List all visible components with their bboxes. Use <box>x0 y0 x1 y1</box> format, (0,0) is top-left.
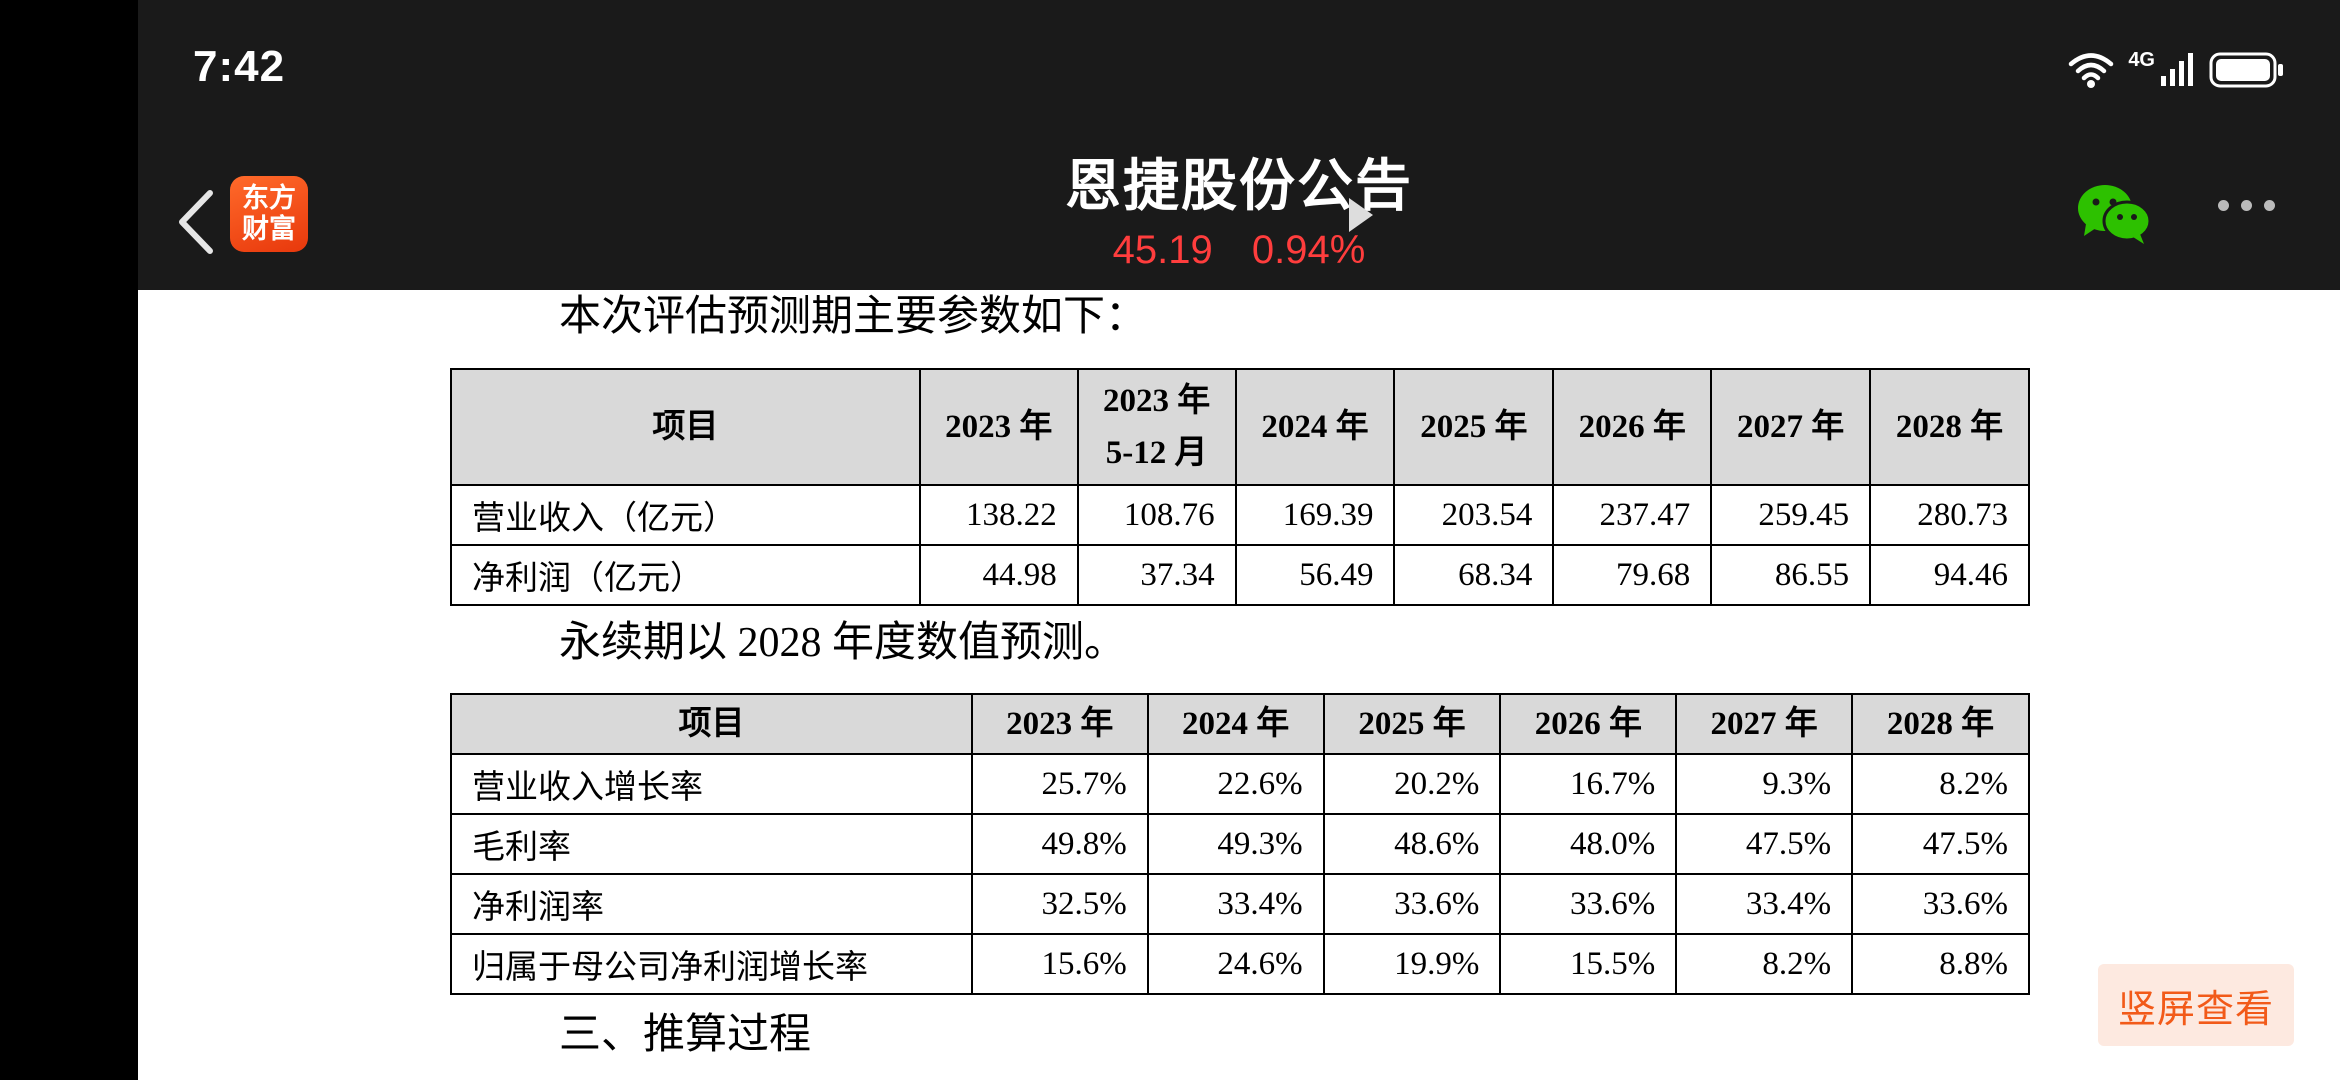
table-cell: 9.3% <box>1675 753 1854 815</box>
back-button[interactable] <box>166 182 226 262</box>
stock-quote: 45.19 0.94% <box>138 222 2340 278</box>
column-header: 2026 年 <box>1499 693 1678 755</box>
table-cell: 44.98 <box>918 544 1079 606</box>
table-cell: 33.6% <box>1851 873 2030 935</box>
column-header: 2028 年 <box>1851 693 2030 755</box>
column-header: 2028 年 <box>1869 368 2030 486</box>
wechat-icon[interactable] <box>2076 182 2152 246</box>
table-cell: 33.4% <box>1146 873 1325 935</box>
table-cell: 138.22 <box>918 484 1079 546</box>
column-header: 2027 年 <box>1675 693 1854 755</box>
table-cell: 203.54 <box>1393 484 1555 546</box>
wifi-icon <box>2069 53 2114 88</box>
row-label: 营业收入增长率 <box>450 753 973 815</box>
table-row: 净利润（亿元） 44.98 37.34 56.49 68.34 79.68 86.55 94.… <box>450 544 2030 606</box>
phone-screen: 7:42 4G 东方 财富 <box>138 0 2340 1080</box>
table-header-row: 项目 2023 年 2024 年 2025 年 2026 年 2027 年 2028 年 <box>450 693 2030 755</box>
table-row: 净利润率 32.5% 33.4% 33.6% 33.6% 33.4% 33.6% <box>450 873 2030 935</box>
table-cell: 25.7% <box>970 753 1149 815</box>
ratio-table: 项目 2023 年 2024 年 2025 年 2026 年 2027 年 2028 年 营… <box>450 693 2030 995</box>
app-logo-line2: 财富 <box>242 214 296 245</box>
stock-price: 45.19 <box>1112 228 1213 272</box>
status-icons: 4G <box>2068 48 2285 92</box>
table-cell: 79.68 <box>1552 544 1713 606</box>
table-cell: 49.8% <box>970 813 1149 875</box>
table-cell: 47.5% <box>1851 813 2030 875</box>
row-label: 营业收入（亿元） <box>450 484 921 546</box>
table-cell: 94.46 <box>1869 544 2030 606</box>
table-cell: 86.55 <box>1710 544 1872 606</box>
table-row: 归属于母公司净利润增长率 15.6% 24.6% 19.9% 15.5% 8.2% 8.8% <box>450 933 2030 995</box>
column-header: 2025 年 <box>1393 368 1555 486</box>
table-cell: 32.5% <box>970 873 1149 935</box>
battery-icon <box>2209 52 2283 88</box>
page-title: 恩捷股份公告 <box>1065 154 1413 219</box>
table-cell: 33.4% <box>1675 873 1854 935</box>
column-header: 2027 年 <box>1710 368 1872 486</box>
network-type: 4G <box>2128 48 2155 71</box>
table-cell: 56.49 <box>1234 544 1396 606</box>
column-header: 2025 年 <box>1322 693 1502 755</box>
column-header: 2026 年 <box>1552 368 1713 486</box>
section-heading: 三、推算过程 <box>559 1012 812 1058</box>
table-row: 毛利率 49.8% 49.3% 48.6% 48.0% 47.5% 47.5% <box>450 813 2030 875</box>
table-row: 营业收入增长率 25.7% 22.6% 20.2% 16.7% 9.3% 8.2% <box>450 753 2030 815</box>
status-time: 7:42 <box>193 42 286 91</box>
table-cell: 8.2% <box>1851 753 2030 815</box>
table-cell: 8.2% <box>1675 933 1854 995</box>
row-label: 归属于母公司净利润增长率 <box>450 933 973 995</box>
stock-change: 0.94% <box>1251 228 1366 272</box>
title-block[interactable]: 恩捷股份公告 45.19 0.94% <box>138 152 2340 278</box>
column-header: 2023 年 <box>970 693 1149 755</box>
back-icon <box>179 190 213 254</box>
table-cell: 33.6% <box>1322 873 1502 935</box>
table-cell: 19.9% <box>1322 933 1502 995</box>
table-cell: 68.34 <box>1393 544 1555 606</box>
row-label: 净利润（亿元） <box>450 544 921 606</box>
table-cell: 33.6% <box>1499 873 1678 935</box>
row-label: 毛利率 <box>450 813 973 875</box>
table-cell: 47.5% <box>1675 813 1854 875</box>
table-cell: 8.8% <box>1851 933 2030 995</box>
table-cell: 24.6% <box>1146 933 1325 995</box>
table-cell: 259.45 <box>1710 484 1872 546</box>
column-header: 2024 年 <box>1146 693 1325 755</box>
table-row: 营业收入（亿元） 138.22 108.76 169.39 203.54 237.47 25… <box>450 484 2030 546</box>
table-cell: 15.5% <box>1499 933 1678 995</box>
paragraph-2: 永续期以 2028 年度数值预测。 <box>559 620 1127 666</box>
table-cell: 15.6% <box>970 933 1149 995</box>
column-header: 2024 年 <box>1234 368 1396 486</box>
more-icon[interactable] <box>2218 200 2275 211</box>
paragraph-1: 本次评估预测期主要参数如下： <box>559 294 1148 340</box>
table-cell: 49.3% <box>1146 813 1325 875</box>
portrait-view-button[interactable]: 竖屏查看 <box>2098 964 2294 1046</box>
cellular-signal-icon <box>2161 53 2193 86</box>
table-cell: 48.0% <box>1499 813 1678 875</box>
table-cell: 280.73 <box>1869 484 2030 546</box>
table-cell: 37.34 <box>1076 544 1237 606</box>
row-label: 净利润率 <box>450 873 973 935</box>
document-viewer[interactable]: 本次评估预测期主要参数如下： 项目 2023 年 2023 年 5-12 月 2024… <box>138 290 2340 1080</box>
table-cell: 22.6% <box>1146 753 1325 815</box>
app-logo-line1: 东方 <box>242 183 296 214</box>
table-cell: 16.7% <box>1499 753 1678 815</box>
app-logo[interactable]: 东方 财富 <box>230 176 308 252</box>
column-header: 2023 年 5-12 月 <box>1076 368 1237 486</box>
table-cell: 20.2% <box>1322 753 1502 815</box>
play-arrow-icon[interactable] <box>1349 198 1373 232</box>
table-cell: 237.47 <box>1552 484 1713 546</box>
column-header: 2023 年 <box>918 368 1079 486</box>
app-header: 东方 财富 恩捷股份公告 45.19 0.94% <box>138 140 2340 290</box>
table-cell: 108.76 <box>1076 484 1237 546</box>
column-header: 项目 <box>450 693 973 755</box>
column-header: 项目 <box>450 368 921 486</box>
table-cell: 169.39 <box>1234 484 1396 546</box>
table-cell: 48.6% <box>1322 813 1502 875</box>
